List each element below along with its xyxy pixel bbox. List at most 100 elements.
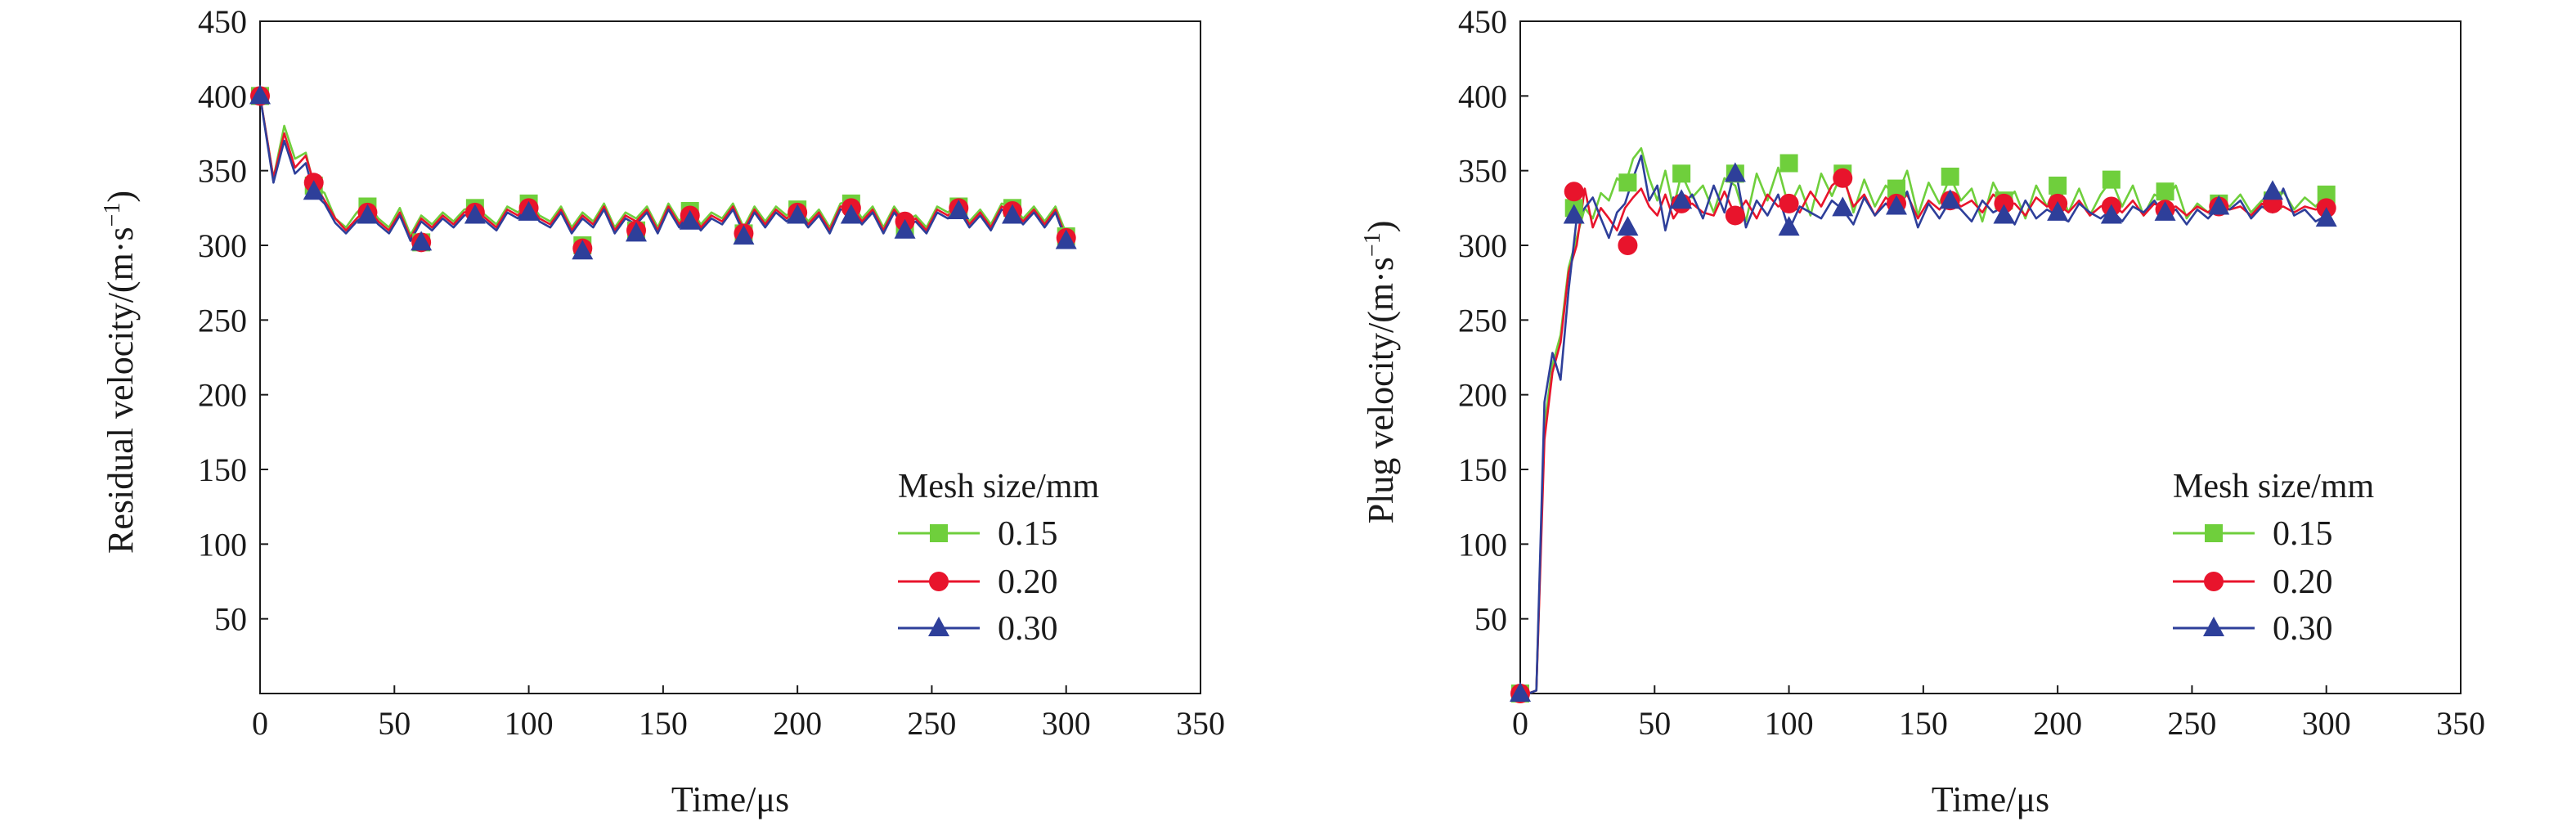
- y-tick-label: 100: [198, 526, 247, 563]
- marker-triangle: [249, 84, 271, 105]
- y-axis-title: Plug velocity/(m·s−1): [1360, 221, 1401, 524]
- marker-circle: [1779, 193, 1799, 213]
- legend: Mesh size/mm 0.15 0.20 0.30: [898, 468, 1099, 648]
- x-tick-label: 200: [2033, 705, 2082, 742]
- x-tick-label: 50: [378, 705, 411, 742]
- series-line-0.20: [1520, 175, 2327, 695]
- marker-triangle: [2154, 200, 2176, 221]
- x-tick-label: 100: [505, 705, 554, 742]
- marker-triangle: [787, 204, 809, 224]
- marker-circle: [1564, 182, 1584, 202]
- x-tick-label: 0: [1512, 705, 1528, 742]
- legend-triangle-marker: [928, 617, 949, 636]
- legend-item-0.20: 0.20: [2173, 563, 2333, 601]
- y-axis-title-close: ): [1361, 221, 1401, 233]
- y-axis-title-superscript: −1: [1360, 232, 1385, 257]
- marker-triangle: [2262, 180, 2283, 200]
- marker-triangle: [1993, 204, 2015, 224]
- legend-title: Mesh size/mm: [2173, 468, 2374, 505]
- legend: Mesh size/mm 0.15 0.20 0.30: [2173, 468, 2374, 648]
- x-tick-label: 350: [2436, 705, 2485, 742]
- marker-triangle: [948, 199, 970, 219]
- y-axis-title-superscript: −1: [100, 203, 125, 227]
- legend-item-0.30: 0.30: [898, 610, 1058, 648]
- marker-triangle: [464, 204, 486, 224]
- marker-square: [1672, 164, 1691, 183]
- y-tick-label: 50: [1474, 601, 1507, 638]
- y-tick-label: 450: [1458, 3, 1507, 40]
- x-tick-label: 200: [773, 705, 822, 742]
- marker-triangle: [1510, 682, 1531, 702]
- marker-triangle: [572, 240, 594, 260]
- y-tick-label: 150: [1458, 451, 1507, 488]
- y-tick-label: 200: [1458, 377, 1507, 414]
- marker-triangle: [2315, 207, 2337, 227]
- x-tick-label: 300: [1042, 705, 1091, 742]
- x-tick-label: 350: [1176, 705, 1225, 742]
- marker-triangle: [303, 180, 325, 200]
- y-tick-label: 50: [214, 601, 247, 638]
- marker-triangle: [1055, 229, 1077, 249]
- y-axis-title-text: Residual velocity/(m·s: [101, 227, 141, 554]
- marker-triangle: [1563, 204, 1585, 224]
- marker-circle: [1833, 168, 1853, 188]
- marker-triangle: [733, 225, 755, 245]
- legend-item-0.15: 0.15: [2173, 515, 2333, 553]
- y-tick-label: 150: [198, 451, 247, 488]
- plot-frame: [1519, 20, 2462, 694]
- series-line-0.30: [258, 96, 1067, 242]
- legend-item-0.30: 0.30: [2173, 610, 2333, 648]
- marker-triangle: [2208, 195, 2230, 215]
- marker-triangle: [411, 231, 433, 251]
- marker-triangle: [679, 209, 701, 230]
- x-tick-label: 0: [252, 705, 268, 742]
- legend-title: Mesh size/mm: [898, 468, 1099, 505]
- marker-triangle: [1778, 216, 1800, 236]
- marker-triangle: [1832, 196, 1854, 217]
- y-tick-label: 350: [198, 153, 247, 190]
- y-tick-label: 300: [1458, 227, 1507, 264]
- x-tick-label: 250: [907, 705, 956, 742]
- y-axis-title-close: ): [101, 191, 141, 203]
- legend-label: 0.30: [2273, 610, 2333, 648]
- marker-square: [1941, 167, 1959, 186]
- marker-triangle: [894, 218, 916, 239]
- legend-square-marker: [930, 524, 948, 542]
- series-line-0.30: [1520, 155, 2327, 695]
- marker-triangle: [1939, 189, 1961, 209]
- legend-label: 0.15: [998, 515, 1058, 553]
- marker-circle: [1725, 205, 1745, 226]
- x-tick-label: 150: [639, 705, 688, 742]
- marker-square: [2049, 176, 2067, 195]
- x-axis-title: Time/μs: [1932, 779, 2049, 819]
- legend-label: 0.20: [2273, 563, 2333, 601]
- marker-circle: [1618, 236, 1638, 255]
- marker-triangle: [2047, 200, 2069, 221]
- legend-item-0.20: 0.20: [898, 563, 1058, 601]
- marker-triangle: [626, 222, 647, 242]
- x-axis-title: Time/μs: [671, 779, 789, 819]
- marker-triangle: [1617, 216, 1639, 236]
- marker-circle: [1994, 193, 2014, 213]
- y-tick-label: 350: [1458, 153, 1507, 190]
- y-tick-label: 400: [198, 78, 247, 114]
- marker-square: [1618, 173, 1637, 192]
- marker-triangle: [1002, 204, 1023, 224]
- y-tick-label: 100: [1458, 526, 1507, 563]
- marker-triangle: [1671, 189, 1693, 209]
- x-tick-label: 300: [2302, 705, 2351, 742]
- legend-item-0.15: 0.15: [898, 515, 1058, 553]
- plot-frame: [259, 20, 1201, 694]
- marker-triangle: [2100, 204, 2122, 224]
- residual-velocity-chart: Time/μs Residual velocity/(m·s−1) Mesh s…: [100, 3, 1225, 819]
- y-tick-label: 300: [198, 227, 247, 264]
- legend-label: 0.15: [2273, 515, 2333, 553]
- y-tick-label: 400: [1458, 78, 1507, 114]
- marker-triangle: [840, 204, 862, 224]
- marker-square: [1887, 179, 1905, 198]
- y-axis-title-text: Plug velocity/(m·s: [1361, 257, 1401, 523]
- legend-circle-marker: [2204, 572, 2224, 591]
- y-tick-label: 200: [198, 377, 247, 414]
- y-tick-label: 250: [198, 302, 247, 339]
